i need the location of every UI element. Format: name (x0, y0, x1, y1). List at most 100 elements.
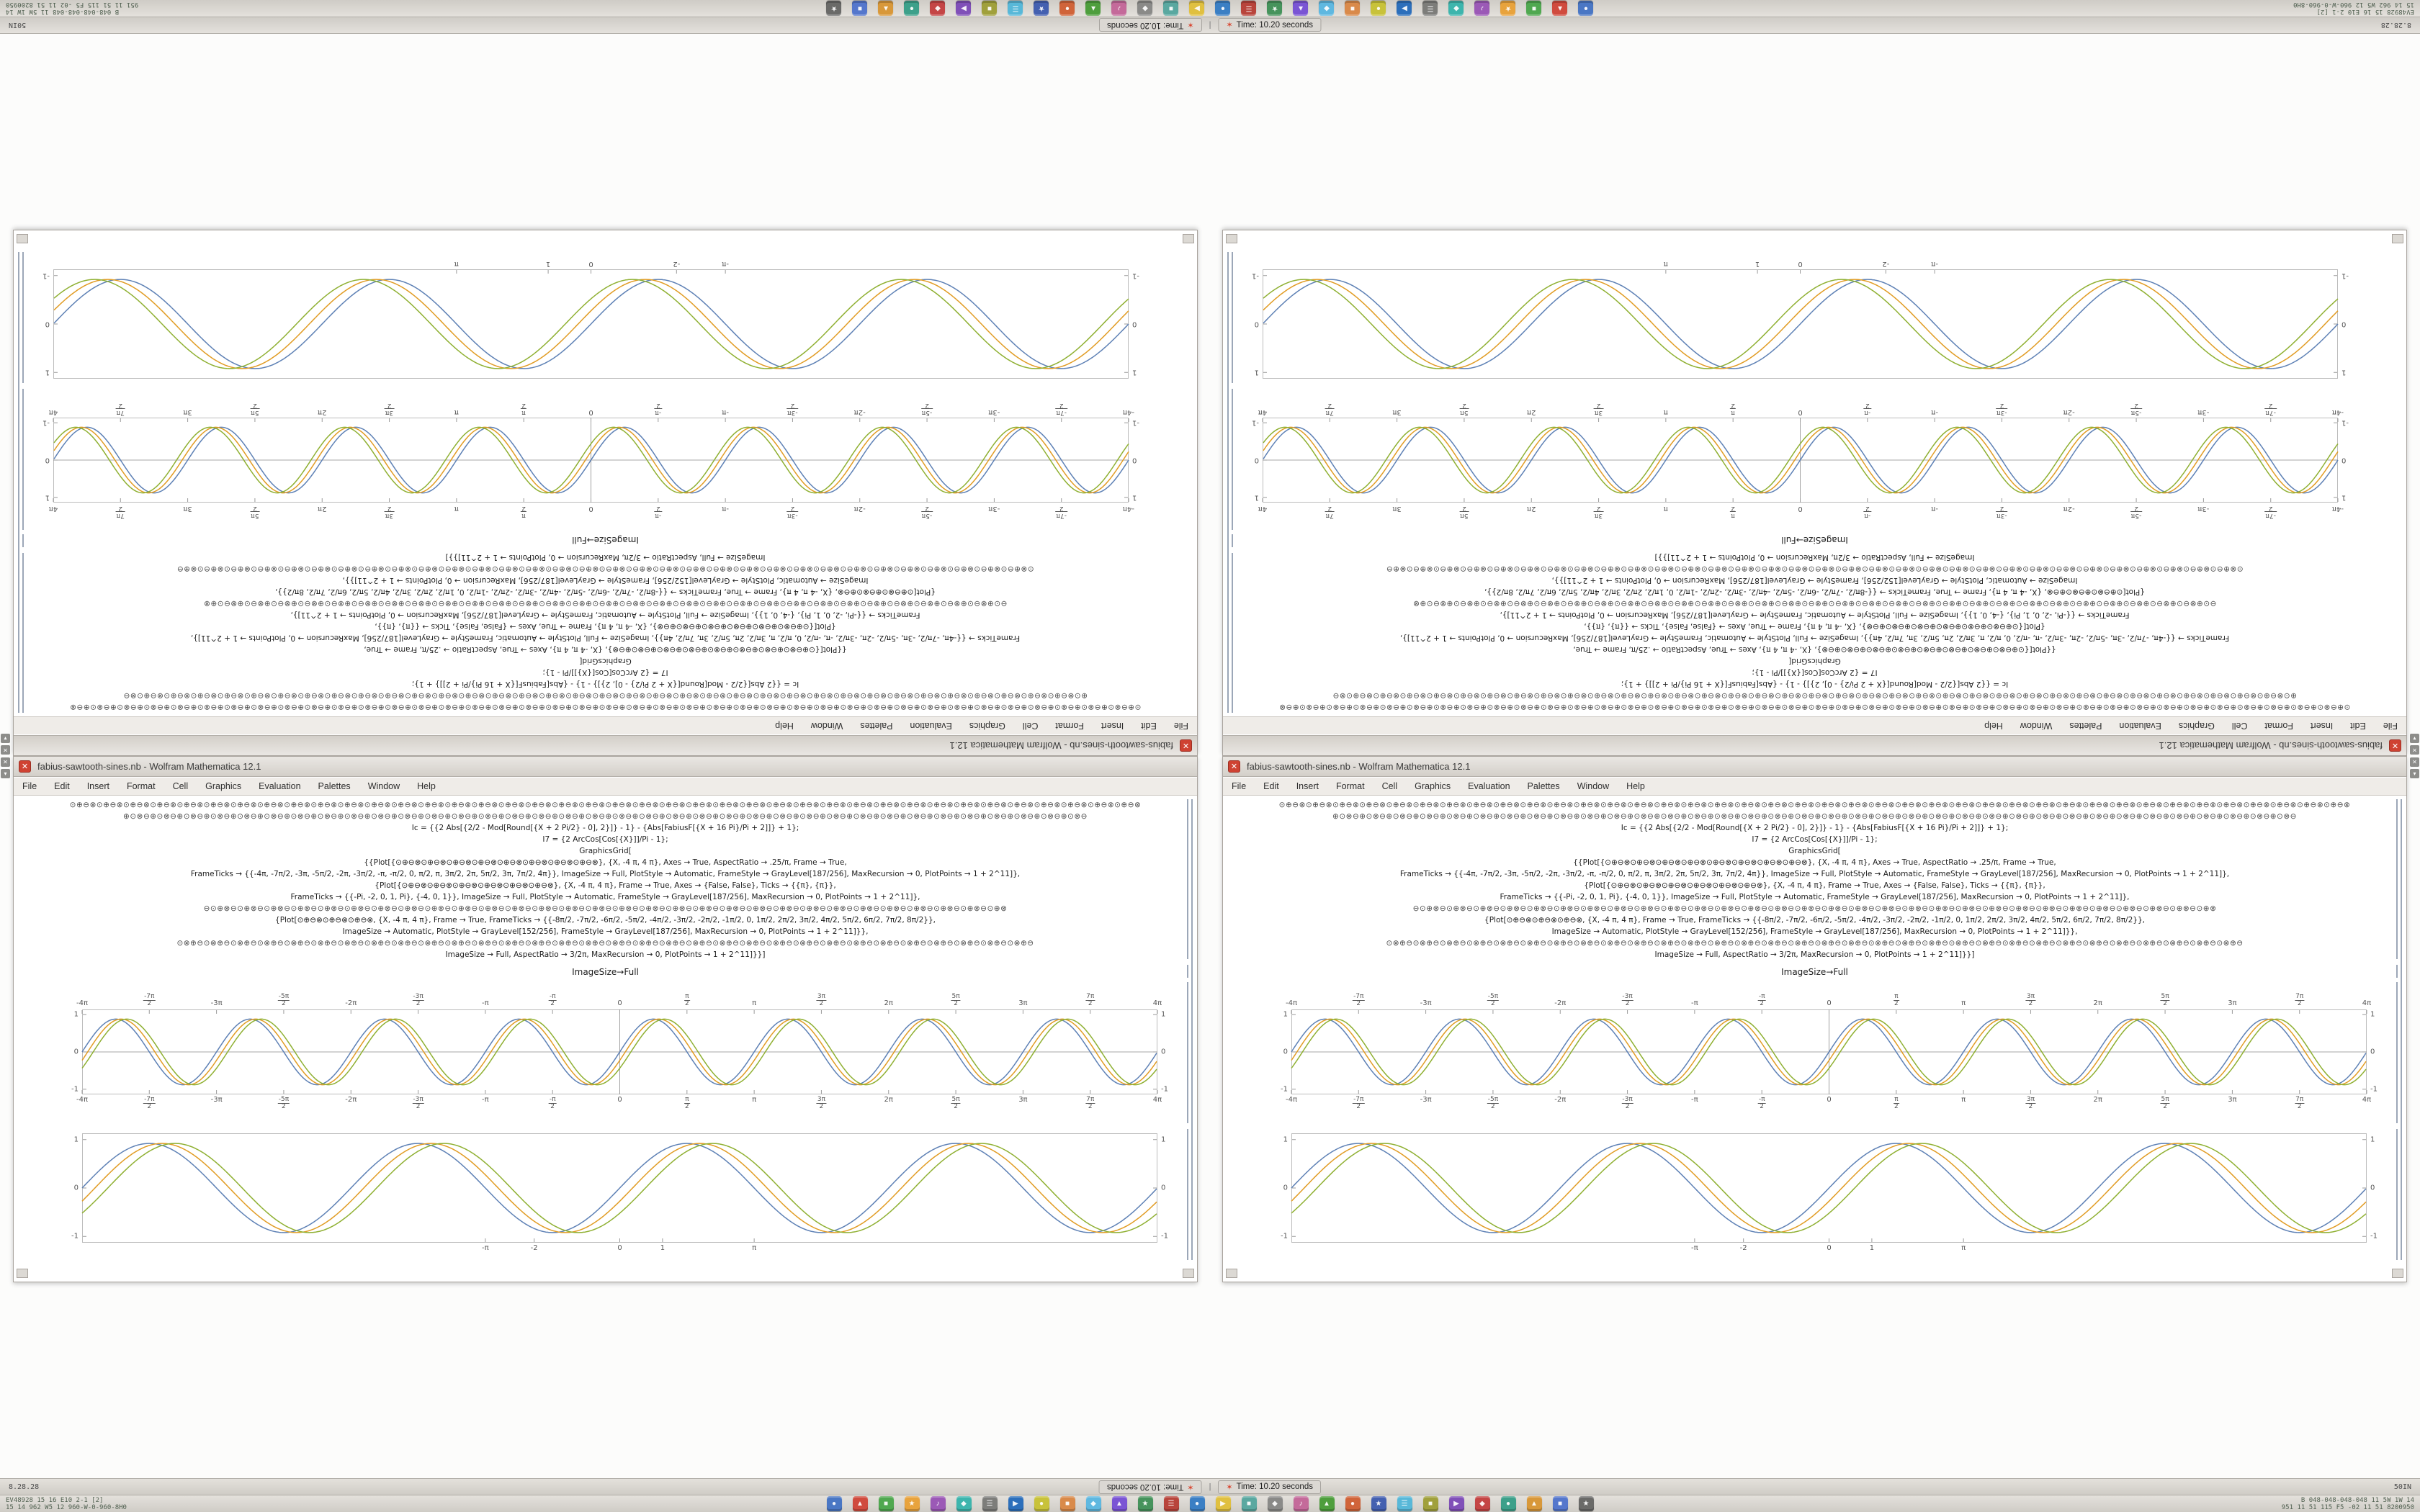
menu-item-insert[interactable]: Insert (2311, 721, 2334, 731)
menu-item-help[interactable]: Help (1984, 721, 2003, 731)
menu-item-cell[interactable]: Cell (1381, 781, 1398, 791)
app-icon-13[interactable]: ★ (1267, 1, 1283, 16)
taskbar-window-button[interactable]: ✶ Time: 10.20 seconds (1218, 1480, 1321, 1494)
app-icon-22[interactable]: ★ (1034, 1, 1049, 16)
app-icon-5[interactable]: ♪ (930, 1496, 946, 1511)
app-icon-24[interactable]: ■ (1422, 1496, 1438, 1511)
window-titlebar[interactable]: ✕ fabius-sawtooth-sines.nb - Wolfram Mat… (1223, 735, 2406, 755)
magnification-control[interactable] (17, 1269, 28, 1278)
menu-item-cell[interactable]: Cell (2231, 721, 2248, 731)
app-icon-28[interactable]: ▲ (1526, 1496, 1542, 1511)
app-icon-10[interactable]: ■ (1059, 1496, 1075, 1511)
menu-item-edit[interactable]: Edit (54, 781, 70, 791)
code-cell[interactable]: ⊙⊕⊖⊗⊙⊕⊖⊗⊙⊕⊖⊗⊙⊕⊖⊗⊙⊕⊖⊗⊙⊕⊖⊗⊙⊕⊖⊗⊙⊕⊖⊗⊙⊕⊖⊗⊙⊕⊖⊗… (40, 552, 1171, 713)
app-icon-19[interactable]: ♪ (1111, 1, 1127, 16)
app-icon-23[interactable]: ☰ (1397, 1496, 1412, 1511)
app-icon-20[interactable]: ▲ (1319, 1496, 1335, 1511)
close-button[interactable]: ✕ (1180, 739, 1192, 752)
menu-item-cell[interactable]: Cell (1022, 721, 1039, 731)
menu-item-help[interactable]: Help (775, 721, 794, 731)
app-icon-20[interactable]: ▲ (1085, 1, 1101, 16)
app-icon-24[interactable]: ■ (982, 1, 998, 16)
app-icon-28[interactable]: ▲ (878, 1, 894, 16)
resize-grip[interactable] (2392, 1269, 2403, 1278)
window-titlebar[interactable]: ✕ fabius-sawtooth-sines.nb - Wolfram Mat… (14, 757, 1197, 777)
menu-item-window[interactable]: Window (810, 721, 843, 731)
app-icon-14[interactable]: ☰ (1241, 1, 1257, 16)
app-icon-12[interactable]: ▲ (1293, 1, 1309, 16)
menu-item-graphics[interactable]: Graphics (969, 721, 1005, 731)
window-titlebar[interactable]: ✕ fabius-sawtooth-sines.nb - Wolfram Mat… (1223, 757, 2406, 777)
app-icon-30[interactable]: ★ (826, 1, 842, 16)
menu-item-format[interactable]: Format (2264, 721, 2294, 731)
app-icon-18[interactable]: ◆ (1137, 1, 1153, 16)
app-icon-4[interactable]: ★ (1500, 1, 1516, 16)
app-icon-30[interactable]: ★ (1578, 1496, 1594, 1511)
close-button[interactable]: ✕ (1228, 760, 1240, 773)
app-icon-29[interactable]: ■ (1552, 1496, 1568, 1511)
menu-item-graphics[interactable]: Graphics (2178, 721, 2215, 731)
app-icon-17[interactable]: ■ (1163, 1, 1179, 16)
menu-item-edit[interactable]: Edit (1141, 721, 1157, 731)
app-icon-15[interactable]: ● (1215, 1, 1231, 16)
app-icon-26[interactable]: ◆ (1474, 1496, 1490, 1511)
window-titlebar[interactable]: ✕ fabius-sawtooth-sines.nb - Wolfram Mat… (14, 735, 1197, 755)
app-icon-21[interactable]: ● (1059, 1, 1075, 16)
magnification-control[interactable] (1226, 1269, 1237, 1278)
app-icon-21[interactable]: ● (1345, 1496, 1361, 1511)
menu-item-edit[interactable]: Edit (1263, 781, 1279, 791)
menu-item-evaluation[interactable]: Evaluation (1468, 781, 1510, 791)
menu-item-window[interactable]: Window (367, 781, 400, 791)
app-icon-7[interactable]: ☰ (982, 1496, 998, 1511)
app-icon-17[interactable]: ■ (1241, 1496, 1257, 1511)
menu-item-graphics[interactable]: Graphics (1415, 781, 1451, 791)
resize-grip[interactable] (1183, 1269, 1194, 1278)
app-icon-27[interactable]: ● (1500, 1496, 1516, 1511)
code-cell[interactable]: ⊙⊕⊖⊗⊙⊕⊖⊗⊙⊕⊖⊗⊙⊕⊖⊗⊙⊕⊖⊗⊙⊕⊖⊗⊙⊕⊖⊗⊙⊕⊖⊗⊙⊕⊖⊗⊙⊕⊖⊗… (1249, 799, 2380, 960)
menu-item-palettes[interactable]: Palettes (1527, 781, 1560, 791)
menu-item-evaluation[interactable]: Evaluation (910, 721, 952, 731)
menu-item-file[interactable]: File (1232, 781, 1247, 791)
app-icon-8[interactable]: ▶ (1008, 1496, 1023, 1511)
menu-item-cell[interactable]: Cell (172, 781, 189, 791)
app-icon-16[interactable]: ▶ (1189, 1, 1205, 16)
app-icon-13[interactable]: ★ (1137, 1496, 1153, 1511)
app-icon-22[interactable]: ★ (1371, 1496, 1386, 1511)
app-icon-3[interactable]: ■ (1526, 1, 1542, 16)
app-icon-25[interactable]: ▶ (1448, 1496, 1464, 1511)
menu-item-insert[interactable]: Insert (1296, 781, 1319, 791)
app-icon-26[interactable]: ◆ (930, 1, 946, 16)
menu-item-evaluation[interactable]: Evaluation (259, 781, 301, 791)
menu-item-help[interactable]: Help (1626, 781, 1645, 791)
app-icon-14[interactable]: ☰ (1163, 1496, 1179, 1511)
app-icon-4[interactable]: ★ (904, 1496, 920, 1511)
menu-item-palettes[interactable]: Palettes (860, 721, 893, 731)
edge-panel-left[interactable]: ✕ ▾ (2410, 734, 2419, 755)
edge-panel-left[interactable]: ✕ ▾ (1, 757, 10, 778)
app-icon-12[interactable]: ▲ (1111, 1496, 1127, 1511)
edge-panel-right[interactable]: ✕ ▾ (1, 734, 10, 755)
app-icon-5[interactable]: ♪ (1474, 1, 1490, 16)
app-icon-11[interactable]: ◆ (1319, 1, 1335, 16)
menu-item-format[interactable]: Format (1335, 781, 1365, 791)
menu-item-format[interactable]: Format (1055, 721, 1085, 731)
code-cell[interactable]: ⊙⊕⊖⊗⊙⊕⊖⊗⊙⊕⊖⊗⊙⊕⊖⊗⊙⊕⊖⊗⊙⊕⊖⊗⊙⊕⊖⊗⊙⊕⊖⊗⊙⊕⊖⊗⊙⊕⊖⊗… (1249, 552, 2380, 713)
app-icon-29[interactable]: ■ (852, 1, 868, 16)
menu-item-palettes[interactable]: Palettes (318, 781, 351, 791)
menu-item-palettes[interactable]: Palettes (2069, 721, 2102, 731)
close-button[interactable]: ✕ (2389, 739, 2401, 752)
app-icon-11[interactable]: ◆ (1085, 1496, 1101, 1511)
app-icon-7[interactable]: ☰ (1422, 1, 1438, 16)
app-icon-2[interactable]: ▲ (852, 1496, 868, 1511)
menu-item-window[interactable]: Window (2020, 721, 2053, 731)
menu-item-help[interactable]: Help (417, 781, 436, 791)
edge-panel-right[interactable]: ✕ ▾ (2410, 757, 2419, 778)
code-cell[interactable]: ⊙⊕⊖⊗⊙⊕⊖⊗⊙⊕⊖⊗⊙⊕⊖⊗⊙⊕⊖⊗⊙⊕⊖⊗⊙⊕⊖⊗⊙⊕⊖⊗⊙⊕⊖⊗⊙⊕⊖⊗… (40, 799, 1171, 960)
app-icon-25[interactable]: ▶ (956, 1, 972, 16)
app-icon-1[interactable]: ● (1578, 1, 1594, 16)
menu-item-evaluation[interactable]: Evaluation (2119, 721, 2161, 731)
app-icon-3[interactable]: ■ (878, 1496, 894, 1511)
close-button[interactable]: ✕ (19, 760, 31, 773)
taskbar-window-button-rotated[interactable]: ✶ Time: 10.20 seconds (1099, 1480, 1202, 1494)
app-icon-10[interactable]: ■ (1345, 1, 1361, 16)
